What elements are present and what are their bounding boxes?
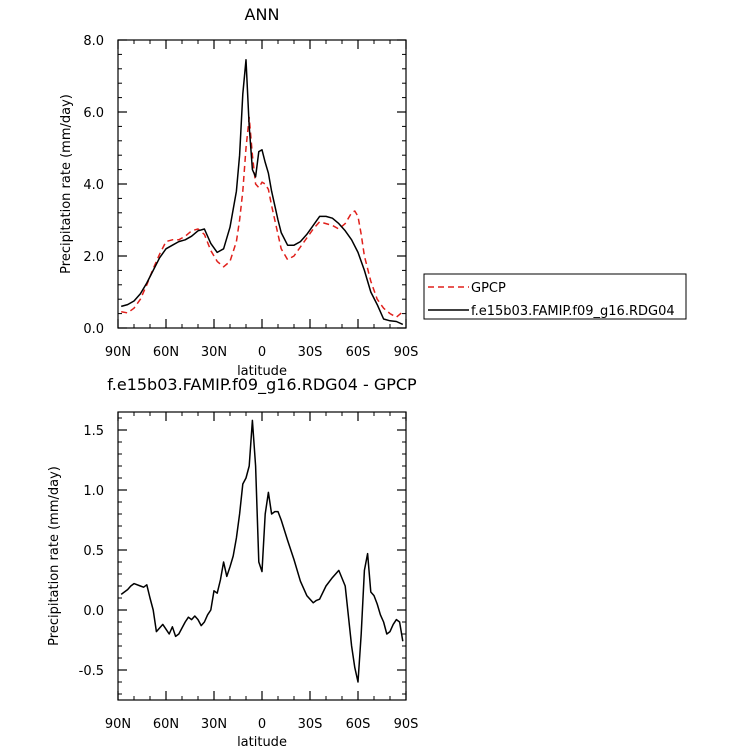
x-tick-label: 60N	[153, 717, 179, 732]
chart-title: f.e15b03.FAMIP.f09_g16.RDG04 - GPCP	[107, 375, 417, 395]
plot-frame	[117, 411, 407, 701]
x-axis-ticks: 90N 60N 30N 0 30S 60S 90S	[105, 40, 419, 360]
series-line-gpcp	[121, 116, 404, 318]
y-tick-label: 0.5	[83, 544, 104, 559]
plot-frame	[117, 39, 407, 329]
x-tick-label: 60S	[346, 345, 371, 360]
series-lines	[120, 419, 404, 683]
x-axis-ticks: 90N 60N 30N 0 30S 60S 90S	[105, 412, 419, 732]
x-tick-label: 60N	[153, 345, 179, 360]
y-axis-label: Precipitation rate (mm/day)	[47, 466, 62, 646]
y-tick-label: 4.0	[83, 178, 104, 193]
series-lines	[120, 59, 404, 326]
legend-label-gpcp: GPCP	[471, 281, 506, 296]
chart-title: ANN	[245, 5, 280, 24]
x-tick-label: 90S	[394, 345, 419, 360]
y-tick-label: 0.0	[83, 604, 104, 619]
y-axis-ticks: 0.0 2.0 4.0 6.0 8.0	[83, 34, 406, 337]
x-axis-label: latitude	[237, 735, 287, 750]
y-axis-label: Precipitation rate (mm/day)	[59, 94, 74, 274]
x-tick-label: 90N	[105, 717, 131, 732]
y-axis-ticks: -0.5 0.0 0.5 1.0 1.5	[79, 417, 406, 695]
x-tick-label: 60S	[346, 717, 371, 732]
panel-top: ANN 0.02.04.06.08.0 90N 60N 30N 0 30S 60S 90S …	[59, 5, 418, 379]
y-tick-label: -0.5	[79, 664, 104, 679]
y-tick-label: 6.0	[83, 106, 104, 121]
y-tick-label: 2.0	[83, 250, 104, 265]
series-line-f-e15b03-famip-f09-g16-rdg04	[120, 59, 404, 326]
y-tick-label: 0.0	[83, 322, 104, 337]
x-tick-label: 90S	[394, 717, 419, 732]
x-tick-label: 30S	[298, 345, 323, 360]
legend: GPCP f.e15b03.FAMIP.f09_g16.RDG04	[423, 273, 687, 320]
legend-label-model: f.e15b03.FAMIP.f09_g16.RDG04	[471, 304, 675, 319]
y-tick-label: 1.5	[83, 424, 104, 439]
x-tick-label: 0	[258, 717, 266, 732]
y-tick-label: 8.0	[83, 34, 104, 49]
legend-box	[423, 273, 687, 320]
x-axis-label: latitude	[237, 364, 287, 379]
x-tick-label: 30N	[201, 345, 227, 360]
x-tick-label: 30S	[298, 717, 323, 732]
y-tick-label: 1.0	[83, 484, 104, 499]
panel-bottom: f.e15b03.FAMIP.f09_g16.RDG04 - GPCP -0.5…	[47, 375, 418, 750]
x-tick-label: 90N	[105, 345, 131, 360]
x-tick-label: 0	[258, 345, 266, 360]
series-line-difference	[120, 419, 404, 683]
x-tick-label: 30N	[201, 717, 227, 732]
